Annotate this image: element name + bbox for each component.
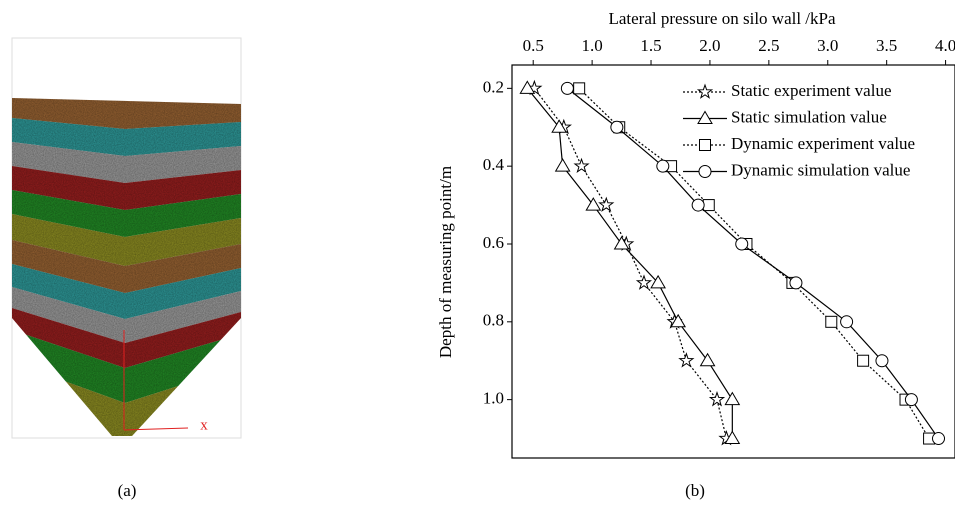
y-tick-label: 1.0 [483, 389, 504, 408]
legend-label: Static experiment value [731, 81, 892, 100]
x-tick-label: 3.0 [817, 36, 838, 55]
legend-label: Dynamic experiment value [731, 134, 915, 153]
marker [656, 159, 670, 173]
marker [610, 120, 624, 134]
legend-label: Dynamic simulation value [731, 160, 910, 179]
marker [551, 119, 567, 133]
marker [857, 354, 870, 367]
y-tick-label: 0.8 [483, 311, 504, 330]
legend-marker [699, 139, 711, 151]
y-axis-title: Depth of measuring point/m [436, 166, 455, 358]
y-tick-label: 0.2 [483, 77, 504, 96]
marker [598, 196, 615, 212]
marker [670, 313, 686, 328]
plot-frame [511, 64, 955, 459]
marker [519, 80, 536, 94]
x-tick-label: 0.5 [523, 36, 544, 55]
panel-label: (a) [118, 481, 137, 500]
marker [724, 391, 741, 406]
series-line [526, 87, 733, 439]
marker [585, 197, 602, 211]
marker [573, 157, 590, 174]
x-tick-label: 2.0 [699, 36, 720, 55]
marker [875, 354, 889, 368]
x-tick-label: 3.5 [876, 36, 897, 55]
marker [678, 352, 695, 368]
marker [735, 237, 749, 251]
axis-label: x [200, 417, 208, 433]
marker [702, 199, 715, 212]
marker [560, 81, 574, 95]
x-tick-label: 4.0 [935, 36, 955, 55]
x-tick-label: 1.0 [581, 36, 602, 55]
marker [724, 430, 741, 445]
panel-label: (b) [685, 481, 705, 500]
marker [932, 432, 946, 446]
marker [825, 315, 838, 328]
series-line [578, 87, 930, 439]
marker [904, 393, 918, 407]
legend-marker [696, 83, 714, 99]
marker [708, 391, 726, 407]
y-tick-label: 0.6 [483, 233, 504, 252]
legend-marker [698, 165, 712, 178]
marker [573, 82, 586, 95]
marker [635, 274, 653, 290]
y-tick-label: 0.4 [483, 155, 505, 174]
legend-marker [697, 110, 713, 124]
marker [840, 315, 854, 329]
marker [691, 198, 705, 212]
series-line [567, 87, 939, 439]
legend-label: Static simulation value [731, 107, 887, 126]
x-axis-title: Lateral pressure on silo wall /kPa [608, 9, 836, 28]
marker [613, 235, 630, 250]
silo-image: x [11, 37, 242, 439]
series-line [533, 87, 728, 439]
x-tick-label: 1.5 [640, 36, 661, 55]
marker [650, 274, 666, 289]
marker [789, 276, 803, 290]
marker [554, 158, 571, 172]
marker [699, 352, 716, 367]
x-tick-label: 2.5 [758, 36, 779, 55]
